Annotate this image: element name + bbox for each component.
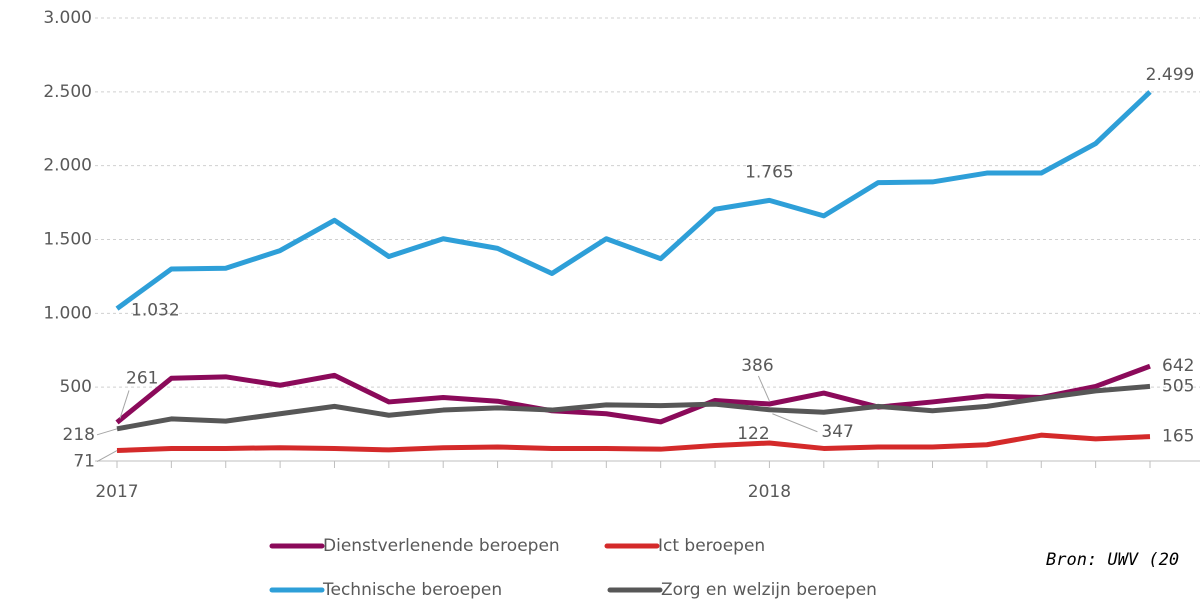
data-label: 1.032: [131, 301, 180, 321]
y-tick-label: 1.500: [43, 230, 92, 250]
series-line: [115, 90, 1152, 311]
y-tick-label: 500: [60, 377, 92, 397]
legend-label: Technische beroepen: [322, 580, 502, 600]
y-tick-label: 2.500: [43, 82, 92, 102]
legend-label: Dienstverlenende beroepen: [323, 536, 560, 556]
series-line: [115, 363, 1151, 425]
leader-line: [96, 450, 118, 462]
source-note: Bron: UWV (20: [1046, 550, 1179, 570]
leader-line: [757, 375, 770, 402]
legend-label: Ict beroepen: [658, 536, 765, 556]
data-label: 71: [73, 452, 95, 472]
data-label: 386: [741, 356, 773, 376]
data-label: 505: [1162, 376, 1194, 396]
x-tick-label: 2018: [748, 482, 791, 502]
data-label: 347: [821, 422, 853, 442]
y-tick-label: 3.000: [43, 8, 92, 28]
leader-line: [119, 390, 130, 419]
data-label: 2.499: [1146, 65, 1195, 85]
data-label: 165: [1162, 427, 1194, 447]
series-line: [116, 383, 1151, 432]
x-tick-label: 2017: [95, 482, 138, 502]
data-label: 218: [63, 425, 95, 445]
data-label: 122: [737, 424, 769, 444]
data-label: 261: [126, 368, 158, 388]
y-tick-label: 2.000: [43, 156, 92, 176]
legend-label: Zorg en welzijn beroepen: [661, 580, 877, 600]
series-line: [116, 432, 1151, 454]
leader-line: [96, 428, 118, 436]
leader-line: [772, 413, 818, 433]
data-label: 642: [1162, 356, 1194, 376]
y-tick-label: 1.000: [43, 303, 92, 323]
data-label: 1.765: [745, 162, 794, 182]
